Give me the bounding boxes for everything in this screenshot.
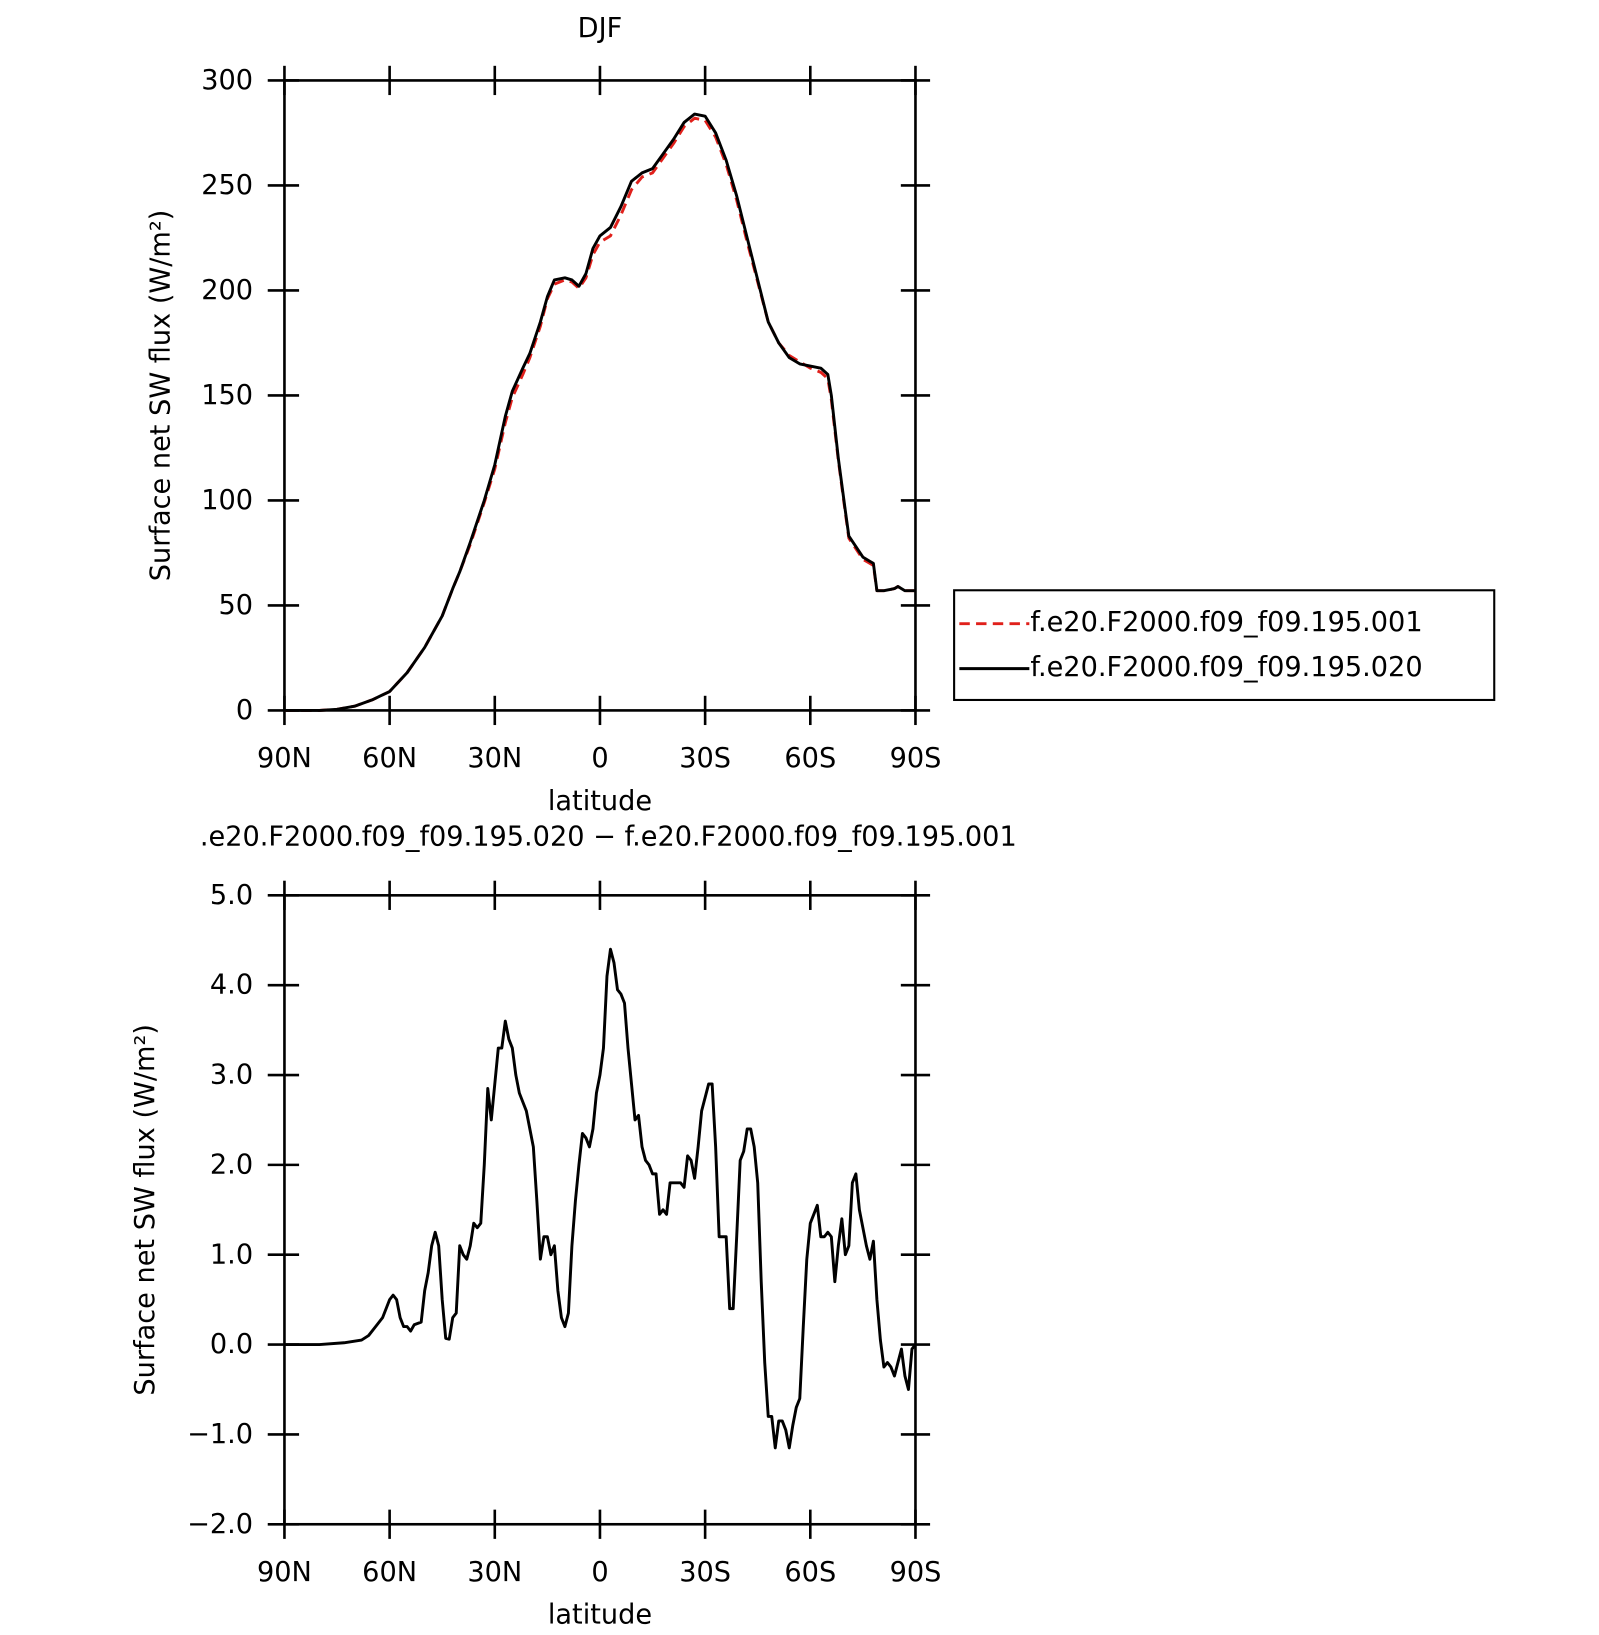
y-tick-label: 200 xyxy=(201,275,253,306)
x-tick-label: 60N xyxy=(362,743,417,774)
legend-box xyxy=(953,589,1496,702)
y-tick-label: 50 xyxy=(219,590,254,621)
y-axis-label: Surface net SW flux (W/m²) xyxy=(146,210,177,582)
chart-title: .e20.F2000.f09_f09.195.020 − f.e20.F2000… xyxy=(200,821,1017,852)
plot-frame xyxy=(283,79,917,712)
x-tick-label: 60S xyxy=(784,1557,836,1588)
data-line xyxy=(284,116,916,712)
y-tick-label: −1.0 xyxy=(187,1419,253,1450)
x-tick-label: 0 xyxy=(591,1557,608,1588)
legend: f.e20.F2000.f09_f09.195.001 f.e20.F2000.f… xyxy=(953,589,1496,702)
y-tick-label: −2.0 xyxy=(187,1509,253,1540)
y-tick-label: 1.0 xyxy=(210,1239,253,1270)
y-tick-label: 3.0 xyxy=(210,1060,253,1091)
x-tick-label: 0 xyxy=(591,743,608,774)
y-tick-label: 0.0 xyxy=(210,1329,253,1360)
legend-label: f.e20.F2000.f09_f09.195.001 xyxy=(1030,607,1422,638)
data-line xyxy=(284,947,917,1450)
y-tick-label: 300 xyxy=(201,65,253,96)
y-tick-label: 0 xyxy=(236,695,253,726)
x-tick-label: 30S xyxy=(679,1557,731,1588)
data-line xyxy=(284,112,916,712)
y-tick-label: 250 xyxy=(201,170,253,201)
x-tick-label: 30N xyxy=(467,743,522,774)
chart-title: DJF xyxy=(578,13,623,44)
y-tick-label: 4.0 xyxy=(210,970,253,1001)
y-tick-label: 5.0 xyxy=(210,880,253,911)
y-tick-label: 100 xyxy=(201,485,253,516)
x-tick-label: 30N xyxy=(467,1557,522,1588)
legend-label: f.e20.F2000.f09_f09.195.020 xyxy=(1030,652,1422,683)
x-axis-label: latitude xyxy=(548,1600,652,1631)
x-tick-label: 60N xyxy=(362,1557,417,1588)
y-tick-label: 150 xyxy=(201,380,253,411)
x-tick-label: 90N xyxy=(257,743,312,774)
x-tick-label: 90S xyxy=(890,1557,942,1588)
x-tick-label: 90N xyxy=(257,1557,312,1588)
plot-frame xyxy=(283,894,917,1526)
x-tick-label: 30S xyxy=(679,743,731,774)
x-axis-label: latitude xyxy=(548,786,652,817)
x-tick-label: 60S xyxy=(784,743,836,774)
x-tick-label: 90S xyxy=(890,743,942,774)
y-axis-label: Surface net SW flux (W/m²) xyxy=(130,1024,161,1396)
y-tick-label: 2.0 xyxy=(210,1149,253,1180)
